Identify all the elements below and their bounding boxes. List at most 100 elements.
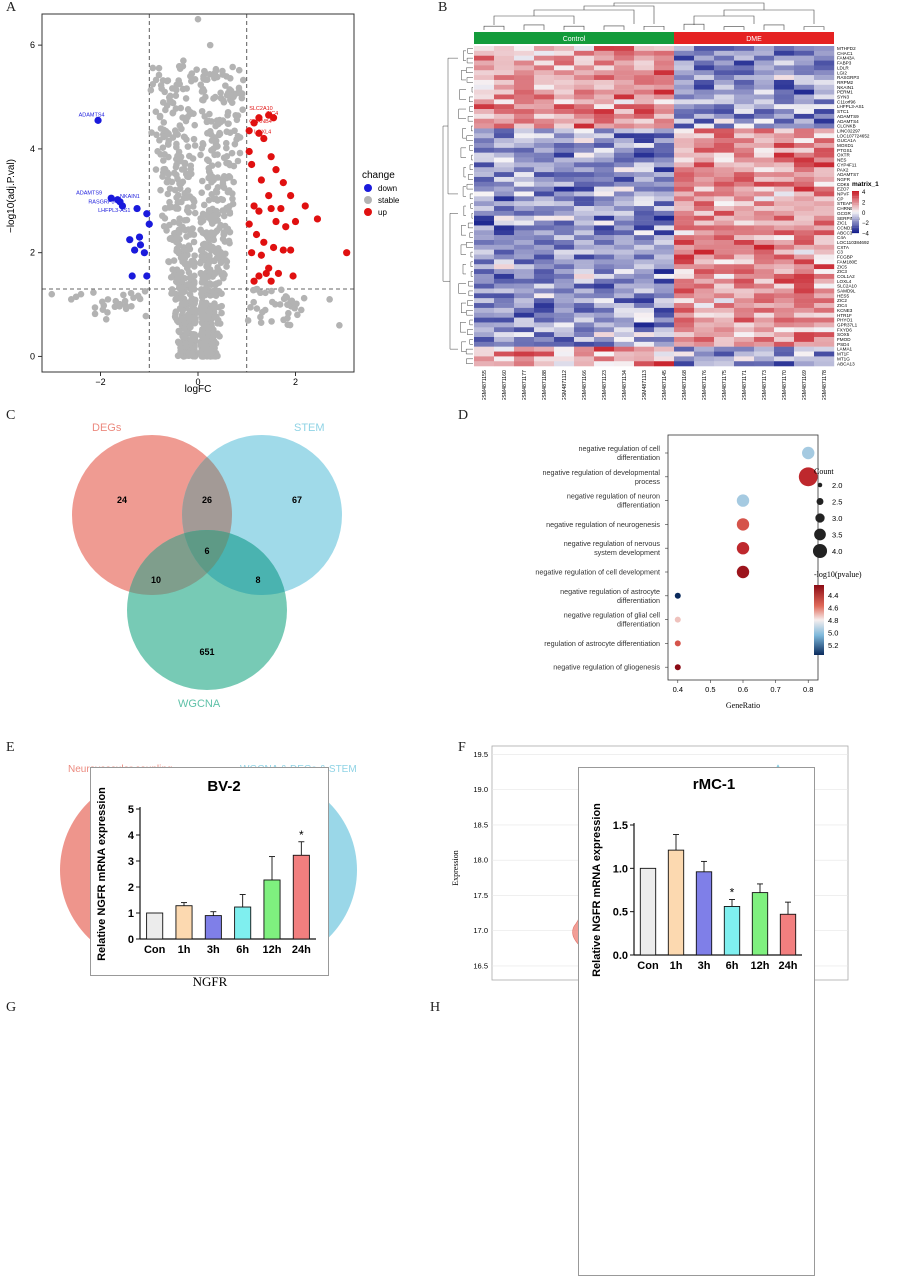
heatmap-cell [814, 293, 834, 298]
heatmap-cell [554, 298, 574, 303]
heatmap-cell [534, 322, 554, 327]
heatmap-cell [514, 114, 534, 119]
volcano-point-stable [219, 207, 226, 214]
heatmap-cell [654, 332, 674, 337]
heatmap-cell [514, 65, 534, 70]
volcano-point-stable [257, 314, 264, 321]
heatmap-cell [734, 289, 754, 294]
volcano-gene-label: CHRNB4 [249, 119, 272, 125]
heatmap-cell [614, 99, 634, 104]
volcano-point-stable [176, 242, 183, 249]
heatmap-cell [734, 293, 754, 298]
violin-ytick-label: 19.0 [473, 785, 488, 794]
heatmap-cell [614, 128, 634, 133]
heatmap-cell [594, 347, 614, 352]
bar-12h [264, 880, 280, 939]
heatmap-figure: Control DME MTHFD2CHAC1FAM43AFABP3LDLRLGI… [440, 0, 899, 400]
dotplot-term-label: differentiation [617, 501, 660, 510]
volcano-point-stable [203, 300, 210, 307]
heatmap-cell [534, 206, 554, 211]
heatmap-cell [594, 65, 614, 70]
heatmap-cell [494, 245, 514, 250]
bar-chart-ytick-label: 0 [128, 934, 134, 946]
heatmap-cell [654, 99, 674, 104]
heatmap-cell [814, 187, 834, 192]
heatmap-cell [814, 225, 834, 230]
heatmap-cell [734, 230, 754, 235]
heatmap-cell [474, 114, 494, 119]
heatmap-cell [814, 114, 834, 119]
heatmap-cell [534, 192, 554, 197]
heatmap-cell [614, 255, 634, 260]
volcano-point-stable [173, 204, 180, 211]
violin-ytick-label: 18.5 [473, 820, 488, 829]
volcano-point-stable [122, 298, 129, 305]
heatmap-cell [714, 245, 734, 250]
heatmap-cell [814, 216, 834, 221]
heatmap-cell [494, 196, 514, 201]
heatmap-cell [514, 298, 534, 303]
heatmap-cell [474, 289, 494, 294]
heatmap-cell [714, 182, 734, 187]
heatmap-cell [554, 85, 574, 90]
heatmap-cell [574, 133, 594, 138]
heatmap-cell [774, 269, 794, 274]
heatmap-cell [514, 196, 534, 201]
heatmap-cell [774, 99, 794, 104]
heatmap-cell [594, 85, 614, 90]
heatmap-cell [654, 342, 674, 347]
heatmap-cell [694, 225, 714, 230]
heatmap-cell [814, 308, 834, 313]
heatmap-cell [554, 138, 574, 143]
heatmap-legend-swatch [852, 209, 859, 211]
heatmap-cell [574, 225, 594, 230]
heatmap-cell [614, 279, 634, 284]
heatmap-cell [594, 133, 614, 138]
heatmap-cell [674, 158, 694, 163]
volcano-legend-label: stable [378, 196, 400, 205]
heatmap-cell [734, 347, 754, 352]
heatmap-cell [794, 104, 814, 109]
heatmap-cell [574, 240, 594, 245]
heatmap-cell [634, 293, 654, 298]
heatmap-cell [614, 347, 634, 352]
venn-count-all: 6 [204, 546, 209, 556]
heatmap-cell [494, 133, 514, 138]
heatmap-cell [774, 240, 794, 245]
heatmap-cell [674, 206, 694, 211]
volcano-point-stable [254, 305, 261, 312]
volcano-point-stable [176, 155, 183, 162]
heatmap-cell [534, 95, 554, 100]
volcano-xtick-label: 2 [293, 377, 298, 387]
heatmap-cell [694, 303, 714, 308]
heatmap-cell [754, 225, 774, 230]
heatmap-cell [794, 206, 814, 211]
heatmap-legend-tick: 2 [862, 200, 866, 206]
volcano-point-stable [214, 197, 221, 204]
volcano-point-stable [219, 68, 226, 75]
volcano-point-up [253, 231, 260, 238]
heatmap-cell [794, 56, 814, 61]
heatmap-cell [514, 225, 534, 230]
volcano-point-stable [177, 351, 184, 358]
heatmap-cell [774, 109, 794, 114]
heatmap-cell [614, 162, 634, 167]
heatmap-cell [794, 250, 814, 255]
heatmap-cell [474, 167, 494, 172]
heatmap-cell [574, 269, 594, 274]
heatmap-cell [554, 361, 574, 366]
heatmap-cell [694, 143, 714, 148]
bar-category-label: 12h [263, 944, 282, 956]
heatmap-cell [474, 133, 494, 138]
heatmap-cell [594, 119, 614, 124]
heatmap-cell [594, 279, 614, 284]
heatmap-cell [714, 206, 734, 211]
volcano-point-stable [156, 72, 163, 79]
heatmap-cell [814, 269, 834, 274]
heatmap-cell [634, 332, 654, 337]
heatmap-cell [694, 318, 714, 323]
volcano-point-stable [180, 301, 187, 308]
heatmap-cell [554, 182, 574, 187]
heatmap-cell [814, 51, 834, 56]
volcano-gene-label: ADAMTS4 [79, 113, 105, 119]
